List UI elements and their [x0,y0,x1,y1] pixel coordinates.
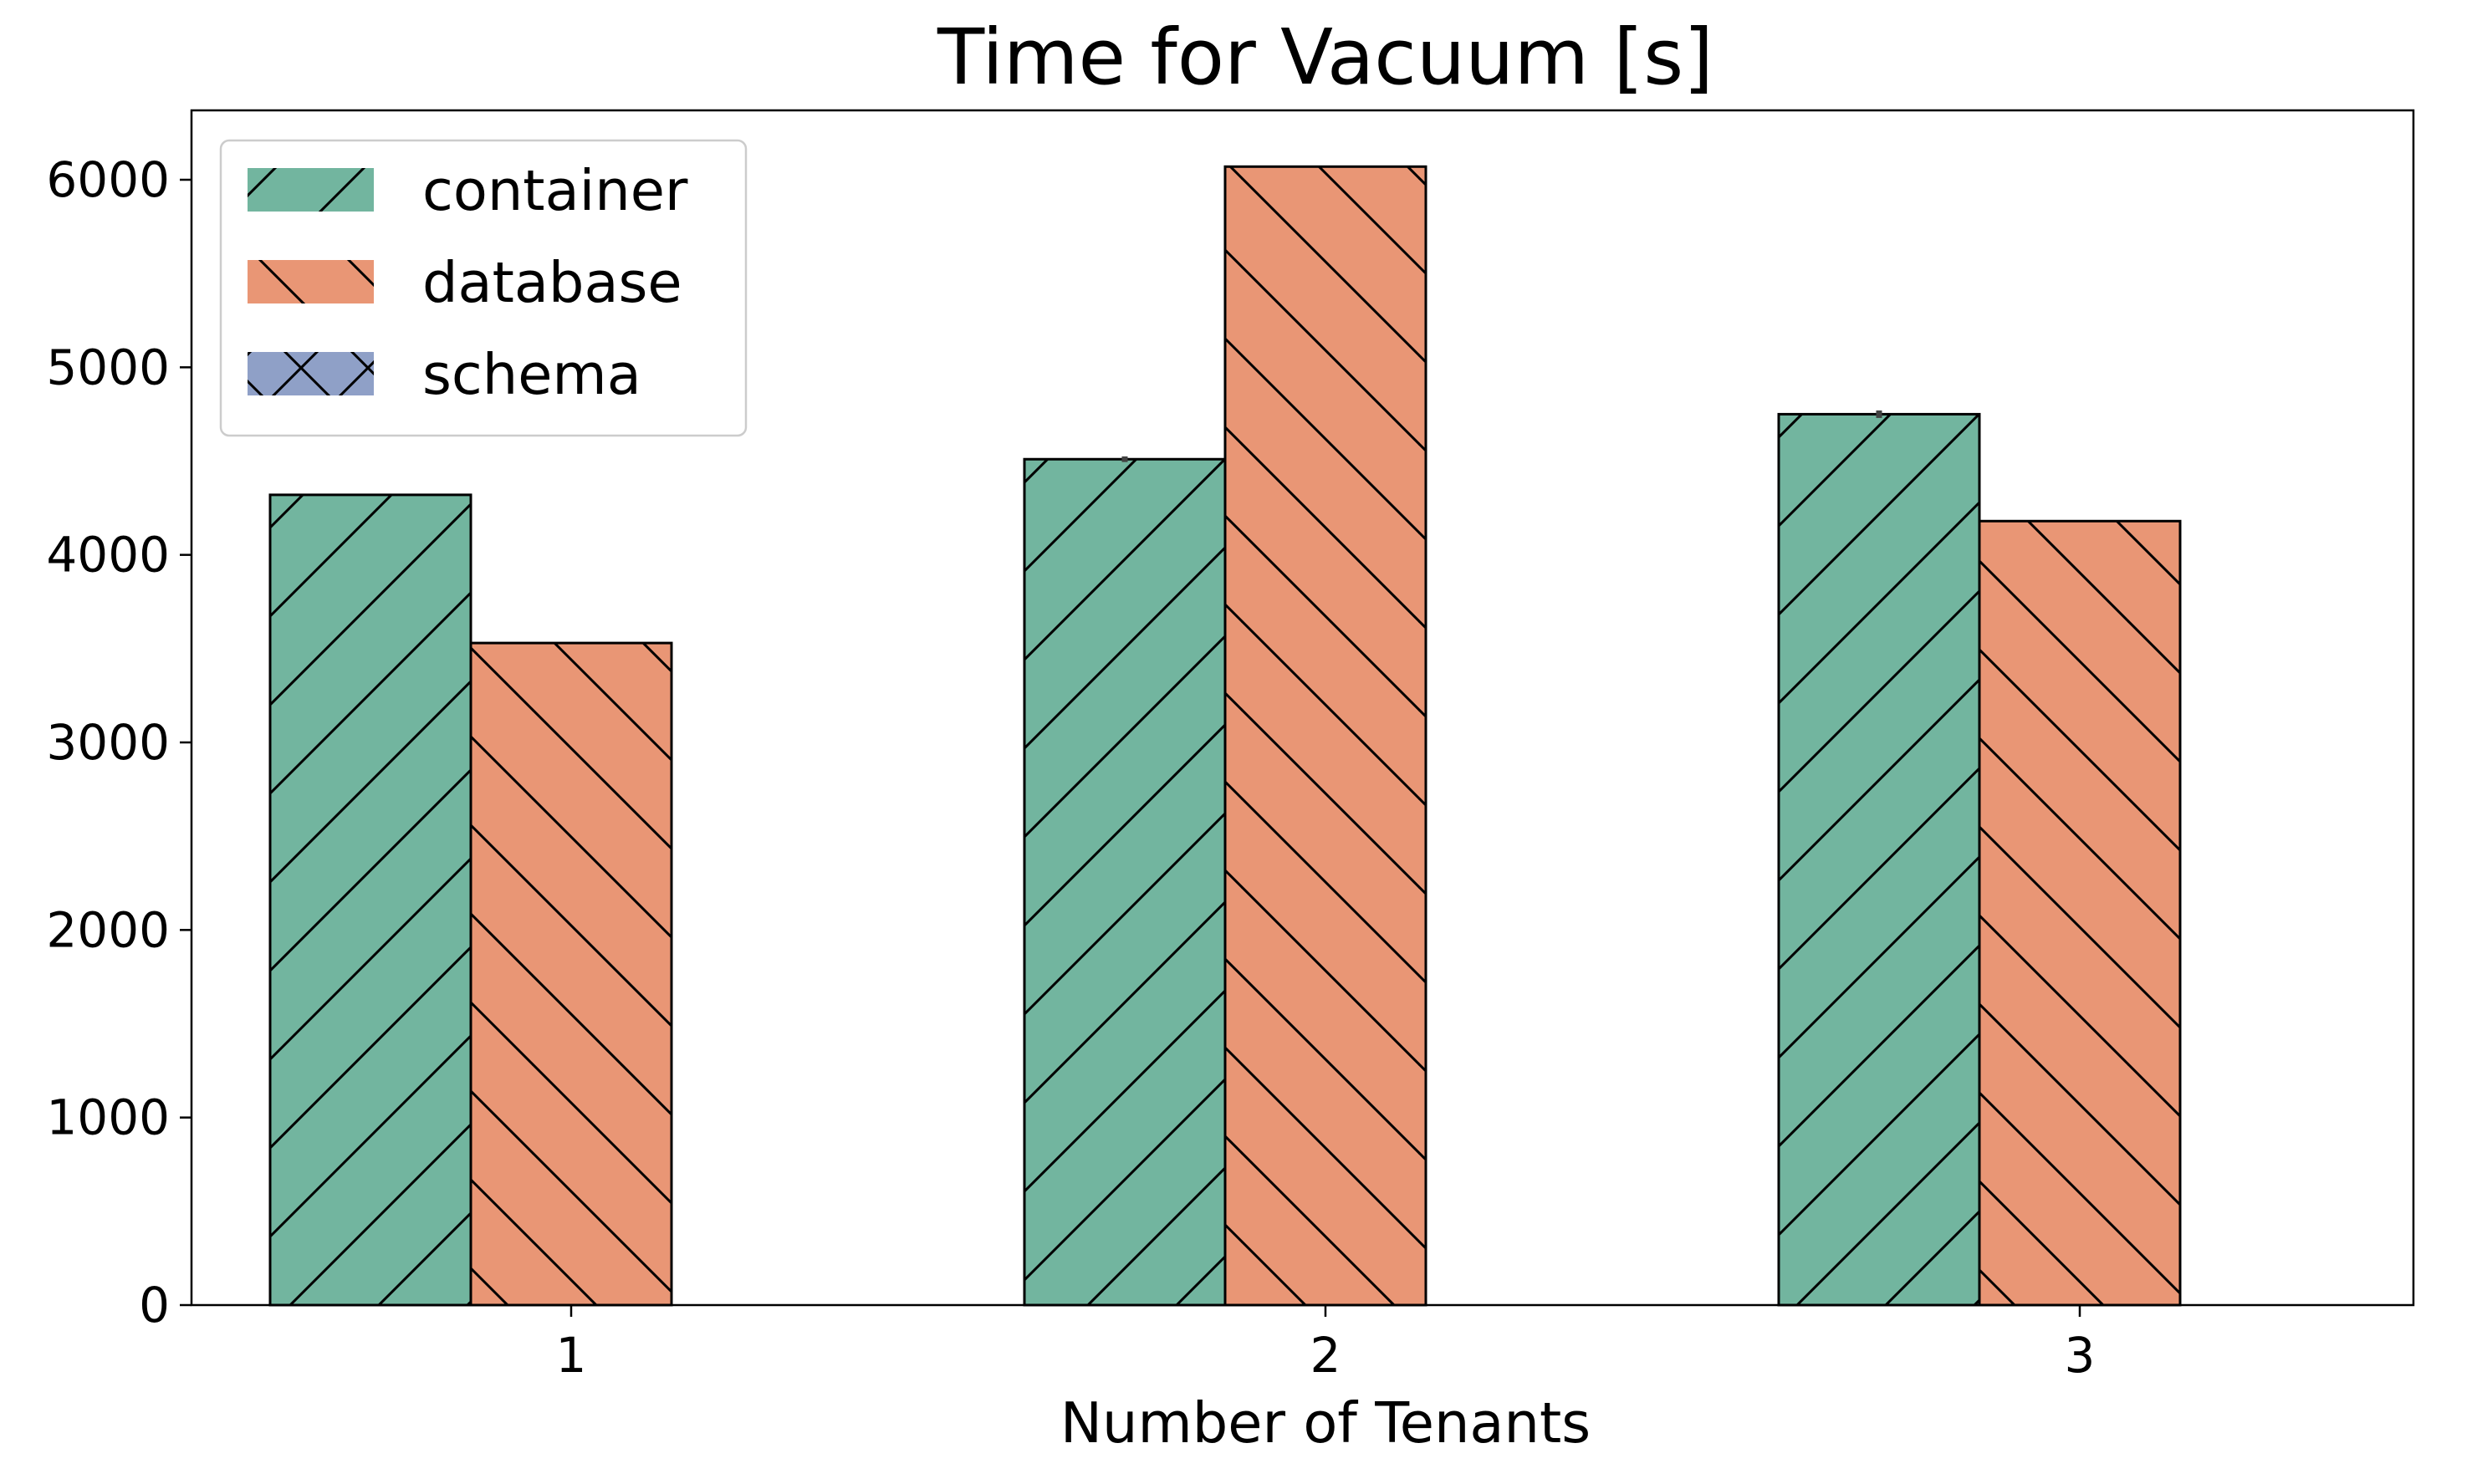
y-tick-label: 6000 [46,151,170,208]
legend-label-container: container [422,158,688,223]
bar-hatch-database-2 [1223,165,1427,1307]
chart-title: Time for Vacuum [s] [937,13,1713,102]
y-tick-label: 3000 [46,714,170,771]
bars-layer [268,165,2182,1307]
legend-label-database: database [422,250,682,315]
error-bars-layer [1121,410,1882,462]
legend-swatch-hatch-database [248,260,374,303]
bar-hatch-database-3 [1978,519,2182,1307]
y-tick-label: 0 [139,1277,170,1334]
y-axis: 0 1000 2000 3000 4000 5000 6000 [46,151,192,1334]
legend-label-schema: schema [422,342,641,407]
y-tick-label: 2000 [46,901,170,958]
bar-hatch-container-1 [268,493,472,1307]
y-tick-label: 4000 [46,527,170,584]
y-tick-label: 1000 [46,1089,170,1146]
bar-hatch-container-3 [1777,412,1981,1307]
legend-swatch-hatch-container [248,168,374,212]
x-axis: 1 2 3 [556,1305,2096,1384]
x-axis-label: Number of Tenants [1060,1390,1591,1456]
x-tick-label: 2 [1310,1327,1341,1384]
bar-hatch-container-2 [1023,457,1227,1307]
legend: container database schema [219,139,748,437]
x-tick-label: 3 [2065,1327,2096,1384]
legend-swatch-hatch-schema [248,352,374,395]
y-tick-label: 5000 [46,339,170,395]
bar-hatch-database-1 [469,641,673,1307]
plot-frame [190,109,2415,1307]
x-tick-label: 1 [556,1327,587,1384]
